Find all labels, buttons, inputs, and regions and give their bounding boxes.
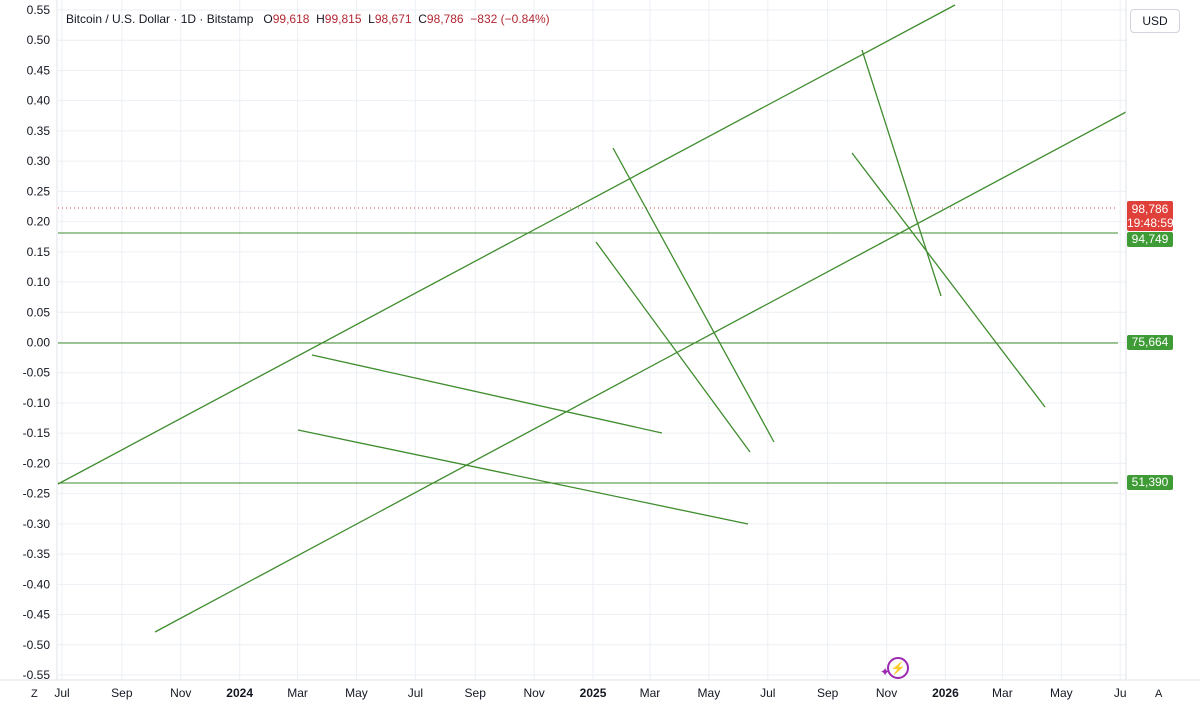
left-axis-tick-label: -0.05	[23, 366, 51, 380]
time-axis-tick-label: Jul	[760, 686, 775, 700]
time-axis-tick-label: Mar	[287, 686, 308, 700]
left-axis-tick-label: 0.00	[27, 336, 51, 350]
time-axis-tick-label: Ju	[1114, 686, 1127, 700]
left-axis-tick-label: -0.25	[23, 487, 51, 501]
left-axis-tick-label: -0.10	[23, 396, 51, 410]
channel-upper-line[interactable]	[57, 4, 956, 485]
time-axis-tick-label: Nov	[170, 686, 191, 700]
flag-upper-line[interactable]	[311, 354, 663, 434]
left-axis-tick-label: 0.40	[27, 94, 51, 108]
time-axis-tick-label: Sep	[111, 686, 133, 700]
left-axis-tick-label: -0.45	[23, 608, 51, 622]
left-axis-tick-label: -0.35	[23, 547, 51, 561]
time-axis-tick-label: Jul	[408, 686, 423, 700]
left-axis-tick-label: 0.35	[27, 124, 51, 138]
time-axis[interactable]: Jul Sep Nov 2024 Mar May Jul Sep Nov 2025 Mar May Ju…	[54, 686, 1126, 700]
lightning-icon[interactable]: ⚡	[887, 657, 909, 679]
time-axis-tick-label: May	[345, 686, 368, 700]
left-axis-tick-label: 0.30	[27, 154, 51, 168]
symbol-legend: Bitcoin / U.S. Dollar · 1D · Bitstamp O9…	[66, 12, 550, 26]
wedge-late-upper-line[interactable]	[861, 49, 942, 297]
open-value: 99,618	[272, 12, 310, 26]
auto-scale-button[interactable]: A	[1155, 688, 1163, 700]
time-axis-tick-label: 2026	[932, 686, 959, 700]
level-tag-2: 75,664	[1127, 335, 1173, 350]
wedge-2025-upper-line[interactable]	[612, 147, 775, 443]
left-axis-tick-label: 0.15	[27, 245, 51, 259]
time-axis-tick-label: Nov	[523, 686, 544, 700]
close-value: 98,786	[426, 12, 464, 26]
left-axis-tick-label: 0.55	[27, 3, 51, 17]
level-tag-1: 94,749	[1127, 232, 1173, 247]
left-axis-tick-label: 0.20	[27, 215, 51, 229]
time-axis-tick-label: May	[1050, 686, 1073, 700]
time-axis-tick-label: 2025	[580, 686, 607, 700]
close-label: C	[418, 12, 427, 26]
timezone-button[interactable]: Z	[31, 688, 38, 700]
time-axis-tick-label: Sep	[817, 686, 839, 700]
trendline-drawings[interactable]	[57, 4, 1127, 633]
low-value: 98,671	[374, 12, 412, 26]
left-axis-tick-label: -0.15	[23, 426, 51, 440]
left-axis-tick-label: 0.45	[27, 63, 51, 77]
left-axis-tick-label: -0.50	[23, 638, 51, 652]
high-value: 99,815	[324, 12, 362, 26]
level-tag-3: 51,390	[1127, 475, 1173, 490]
symbol-title[interactable]: Bitcoin / U.S. Dollar · 1D · Bitstamp	[66, 12, 254, 26]
time-axis-tick-label: Mar	[640, 686, 661, 700]
currency-button[interactable]: USD	[1130, 9, 1180, 33]
high-label: H	[316, 12, 325, 26]
time-axis-tick-label: 2024	[226, 686, 253, 700]
left-axis-tick-label: 0.50	[27, 33, 51, 47]
left-axis-tick-label: 0.10	[27, 275, 51, 289]
time-axis-tick-label: Jul	[54, 686, 69, 700]
wedge-2025-lower-line[interactable]	[595, 241, 751, 453]
last-price-tag: 98,786 19:48:59	[1127, 201, 1174, 231]
left-axis-tick-label: 0.25	[27, 184, 51, 198]
channel-lower-line[interactable]	[154, 111, 1127, 633]
time-axis-tick-label: Sep	[465, 686, 487, 700]
change-value: −832 (−0.84%)	[470, 12, 550, 26]
time-axis-tick-label: May	[698, 686, 721, 700]
bar-countdown: 19:48:59	[1127, 216, 1174, 230]
flag-lower-line[interactable]	[297, 429, 749, 525]
left-axis: 0.55 0.50 0.45 0.40 0.35 0.30 0.25 0.20 0.15 0.10…	[23, 3, 51, 682]
time-axis-tick-label: Nov	[876, 686, 897, 700]
last-price-value: 98,786	[1131, 202, 1169, 216]
left-axis-tick-label: 0.05	[27, 305, 51, 319]
time-axis-tick-label: Mar	[992, 686, 1013, 700]
low-label: L	[368, 12, 375, 26]
sparkle-icon: ✦	[880, 665, 891, 679]
left-axis-tick-label: -0.55	[23, 668, 51, 682]
wedge-late-lower-line[interactable]	[851, 152, 1046, 408]
chart-grid	[58, 0, 1126, 680]
left-axis-tick-label: -0.40	[23, 577, 51, 591]
left-axis-tick-label: -0.20	[23, 456, 51, 470]
left-axis-tick-label: -0.30	[23, 517, 51, 531]
open-label: O	[263, 12, 273, 26]
